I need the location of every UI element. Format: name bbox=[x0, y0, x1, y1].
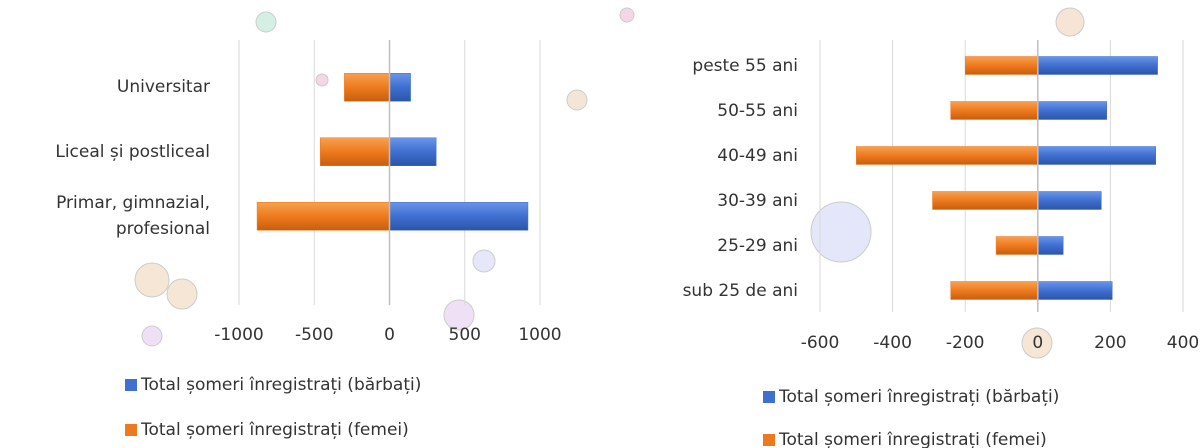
y-tick-label: Primar, gimnazial, profesional bbox=[0, 184, 210, 249]
y-tick-label: 25-29 ani bbox=[640, 223, 798, 268]
bar bbox=[389, 202, 529, 231]
category-text: 40-49 ani bbox=[717, 145, 798, 166]
legend-label: Total șomeri înregistrați (femei) bbox=[141, 420, 409, 440]
legend-label: Total șomeri înregistrați (bărbați) bbox=[779, 387, 1060, 407]
legend-swatch bbox=[125, 424, 137, 436]
category-text: peste 55 ani bbox=[692, 55, 798, 76]
bar bbox=[964, 56, 1039, 75]
bar bbox=[389, 137, 437, 166]
legend-swatch bbox=[763, 391, 775, 403]
category-text: Universitar bbox=[116, 77, 210, 98]
bar bbox=[995, 236, 1039, 255]
y-tick-label: 40-49 ani bbox=[640, 133, 798, 178]
y-tick-label: 50-55 ani bbox=[640, 88, 798, 133]
bar bbox=[389, 73, 411, 102]
bar bbox=[1037, 101, 1108, 120]
category-text: 25-29 ani bbox=[717, 235, 798, 256]
legend-swatch bbox=[763, 434, 775, 446]
bar bbox=[344, 73, 390, 102]
legend-entry: Total șomeri înregistrați (femei) bbox=[125, 418, 409, 442]
decoration bbox=[134, 7, 1085, 359]
x-tick-label: 400 bbox=[1167, 333, 1199, 353]
bar bbox=[1037, 146, 1157, 165]
bar bbox=[856, 146, 1039, 165]
bar bbox=[1037, 281, 1113, 300]
y-tick-label: sub 25 de ani bbox=[640, 268, 798, 313]
bar bbox=[950, 281, 1039, 300]
bar bbox=[950, 101, 1039, 120]
bar bbox=[320, 137, 390, 166]
x-tick-label: -400 bbox=[873, 333, 912, 353]
bar bbox=[1037, 236, 1064, 255]
category-text: 30-39 ani bbox=[717, 190, 798, 211]
x-tick-label: 0 bbox=[384, 325, 395, 345]
legend-entry: Total șomeri înregistrați (bărbați) bbox=[763, 385, 1059, 409]
y-tick-label: peste 55 ani bbox=[640, 43, 798, 88]
x-tick-label: 0 bbox=[1032, 333, 1043, 353]
legend-label: Total șomeri înregistrați (femei) bbox=[779, 430, 1047, 448]
y-tick-label: Liceal și postliceal bbox=[0, 120, 210, 185]
legend-entry: Total șomeri înregistrați (bărbați) bbox=[125, 373, 421, 397]
category-text: Liceal și postliceal bbox=[55, 141, 210, 162]
bar bbox=[1037, 191, 1102, 210]
y-tick-label: Universitar bbox=[0, 55, 210, 120]
bar bbox=[256, 202, 390, 231]
x-tick-label: 200 bbox=[1094, 333, 1126, 353]
legend-entry: Total șomeri înregistrați (femei) bbox=[763, 428, 1047, 448]
category-text: 50-55 ani bbox=[717, 100, 798, 121]
legend-swatch bbox=[125, 379, 137, 391]
x-tick-label: 500 bbox=[449, 325, 481, 345]
x-tick-label: -600 bbox=[801, 333, 840, 353]
category-text: sub 25 de ani bbox=[682, 280, 798, 301]
y-tick-label: 30-39 ani bbox=[640, 178, 798, 223]
x-tick-label: -200 bbox=[946, 333, 985, 353]
x-tick-label: 1000 bbox=[518, 325, 561, 345]
x-tick-label: -500 bbox=[295, 325, 334, 345]
x-tick-label: -1000 bbox=[214, 325, 263, 345]
category-text: Primar, gimnazial, profesional bbox=[56, 193, 210, 240]
bar bbox=[932, 191, 1039, 210]
bar bbox=[1037, 56, 1158, 75]
legend-label: Total șomeri înregistrați (bărbați) bbox=[141, 375, 422, 395]
